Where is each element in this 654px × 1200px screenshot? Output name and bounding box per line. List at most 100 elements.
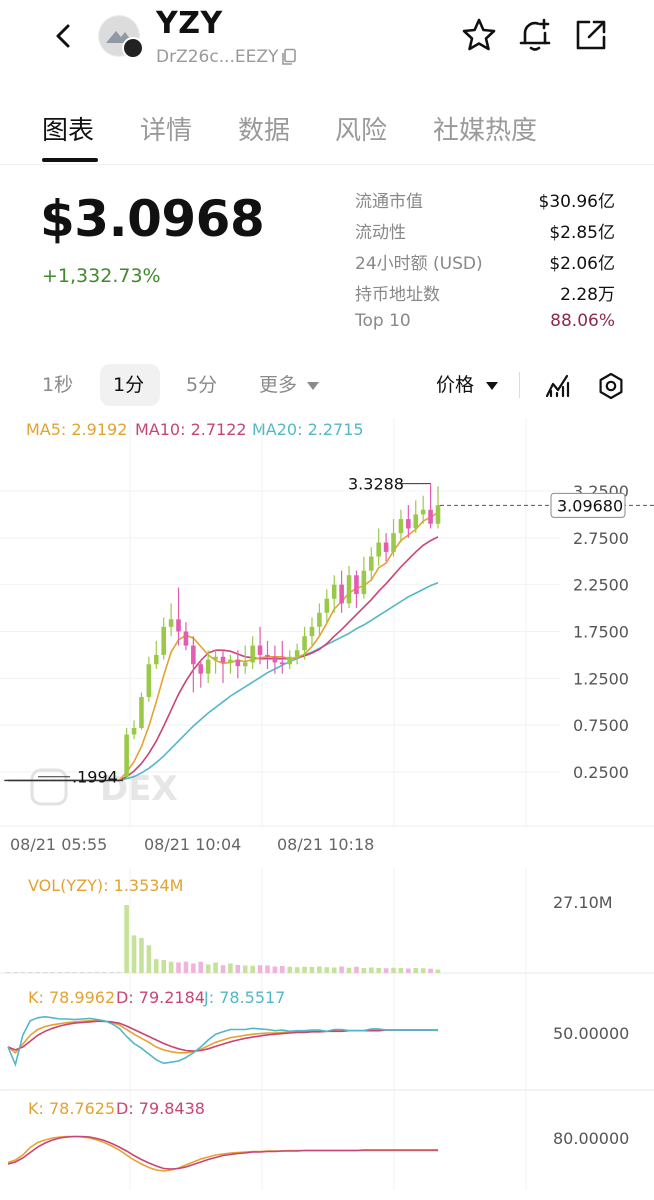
volume-bar <box>420 968 426 973</box>
x-axis-tick-label: 08/21 05:55 <box>10 835 107 854</box>
volume-bar <box>42 972 48 973</box>
volume-bar <box>287 966 293 973</box>
candle <box>280 662 285 665</box>
candle <box>368 556 374 571</box>
candle <box>250 645 255 663</box>
tab-underline <box>42 158 98 162</box>
volume-bar <box>257 965 263 973</box>
timeframe-1m[interactable]: 1分 <box>113 374 145 396</box>
volume-bar <box>176 962 181 973</box>
volume-bar <box>65 972 70 973</box>
y-axis-tick-label: 0.7500 <box>573 716 629 735</box>
divider <box>519 372 520 398</box>
volume-legend: VOL(YZY): 1.3534M <box>28 876 184 895</box>
copy-icon[interactable] <box>281 48 297 66</box>
stat-volume-24h: 24小时额 (USD) $2.06亿 <box>355 249 615 277</box>
tab-chart[interactable]: 图表 <box>42 116 95 146</box>
x-axis-tick-label: 08/21 10:04 <box>144 835 241 854</box>
share-icon[interactable] <box>572 16 610 54</box>
stat-label: Top 10 <box>355 311 411 331</box>
volume-bar <box>339 966 344 973</box>
kdj-k-line <box>7 1019 438 1054</box>
volume-bar <box>361 967 367 973</box>
volume-bar <box>79 972 85 973</box>
volume-bar <box>20 972 26 973</box>
tab-risk[interactable]: 风险 <box>335 116 388 146</box>
price-toggle[interactable]: 价格 <box>436 374 475 396</box>
x-axis-tick-label: 08/21 10:18 <box>277 835 374 854</box>
kdj-d-legend: D: 79.2184 <box>116 988 205 1007</box>
indicator-icon[interactable] <box>544 372 572 400</box>
volume-bar <box>116 972 122 973</box>
min-price-label: .1994 <box>72 768 118 787</box>
candle <box>287 656 293 665</box>
volume-bar <box>294 967 300 973</box>
token-avatar <box>98 15 144 59</box>
ma5-line <box>8 511 439 782</box>
volume-bar <box>376 967 381 973</box>
tab-details[interactable]: 详情 <box>140 116 193 146</box>
candle <box>265 654 270 657</box>
kdj-d-line <box>7 1020 438 1052</box>
volume-bar <box>220 965 226 973</box>
volume-bar <box>109 972 115 973</box>
candle <box>354 575 359 595</box>
candle <box>398 519 404 534</box>
back-icon[interactable] <box>50 20 76 52</box>
candle <box>228 659 233 663</box>
current-price-box <box>550 492 626 518</box>
volume-bar <box>272 966 278 973</box>
bell-plus-icon[interactable] <box>516 16 554 54</box>
tab-social[interactable]: 社媒热度 <box>433 116 538 146</box>
kdj-j-line <box>7 1015 439 1068</box>
candle <box>435 505 441 524</box>
volume-bar <box>228 963 233 973</box>
candle <box>124 734 129 777</box>
candle <box>191 645 196 665</box>
token-title: YZY <box>156 6 223 41</box>
volume-bar <box>242 965 248 973</box>
candle <box>139 697 144 728</box>
candle <box>331 584 337 599</box>
candle <box>146 664 152 698</box>
candle <box>428 509 433 524</box>
timeframe-5m[interactable]: 5分 <box>186 374 218 396</box>
volume-bar <box>72 972 78 973</box>
candle <box>309 626 315 637</box>
candle <box>272 656 278 663</box>
volume-bar <box>368 967 374 973</box>
kd-k-legend: K: 78.7625 <box>28 1099 116 1118</box>
kdj-j-legend: J: 78.5517 <box>204 988 286 1007</box>
header: YZY DrZ26c...EEZY <box>0 0 654 80</box>
volume-bar <box>161 959 166 973</box>
ma10-legend: MA10: 2.7122 <box>135 420 247 439</box>
timeframe-bar: 1秒 1分 5分 更多 价格 <box>0 362 654 410</box>
volume-bar <box>87 972 92 973</box>
caret-down-icon <box>307 382 319 390</box>
volume-bar <box>250 965 255 973</box>
volume-bar <box>324 967 330 973</box>
star-icon[interactable] <box>460 16 498 54</box>
volume-bar <box>435 969 441 973</box>
tab-data[interactable]: 数据 <box>238 116 291 146</box>
volume-bar <box>428 968 433 973</box>
volume-bar <box>13 972 18 973</box>
settings-icon[interactable] <box>596 371 626 401</box>
volume-bar <box>309 966 315 973</box>
timeframe-1s[interactable]: 1秒 <box>42 374 74 396</box>
volume-bar <box>131 935 137 973</box>
volume-bar <box>102 972 107 973</box>
kd-d-legend: D: 79.8438 <box>116 1099 205 1118</box>
volume-bar <box>235 964 241 973</box>
stat-liquidity: 流动性 $2.85亿 <box>355 218 615 246</box>
volume-bar <box>205 964 211 973</box>
volume-bar <box>346 967 352 973</box>
chain-badge-icon <box>122 37 144 59</box>
timeframe-more[interactable]: 更多 <box>259 374 298 396</box>
stat-value: $2.85亿 <box>549 223 615 243</box>
volume-bar <box>57 972 63 973</box>
kdj-k-legend: K: 78.9962 <box>28 988 116 1007</box>
candle <box>361 570 367 595</box>
y-axis-tick-label: 1.7500 <box>573 623 629 642</box>
